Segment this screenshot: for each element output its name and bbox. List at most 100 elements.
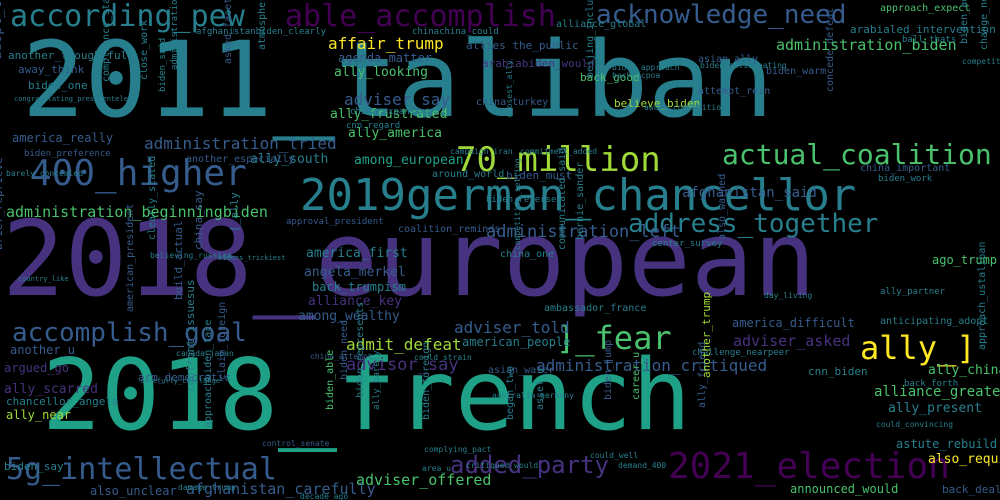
word: alliance_key [308,294,402,309]
word: day_living [764,291,813,300]
word: damage_trump [178,483,236,492]
word: control_senate [262,439,330,448]
word: back_forth [904,379,959,389]
word: center_survey [652,239,723,249]
word: ally_america [348,126,442,141]
word: change_need [979,0,990,50]
word: also_warned [717,173,728,240]
word: ambassador_france [544,303,647,314]
word: biden_foreign [421,341,432,420]
word: alliance_global [556,19,647,30]
word: actual_coalition [722,138,992,171]
word: biden_must [506,169,573,182]
word: biden_warm [766,66,827,77]
word: accomplish_goal [12,318,247,348]
word: chinachina_could [412,27,499,37]
word: ally_barely [372,350,382,410]
word: adopt_traditional [0,0,5,60]
word: concede_defeat [825,7,836,92]
word: bernie_sander [575,161,586,240]
word: ally_looking [334,65,428,80]
word: adviser_asked [733,332,851,350]
word: adviser_told [454,318,570,337]
word: china_important [860,163,951,174]
word: brief_reprieve [0,157,5,250]
word: american_people [462,335,571,349]
word: able_accomplish [285,0,556,34]
word: carefully_challenge [140,377,221,385]
word: away_think [18,63,85,76]
word: afghanistanbiden_clearly [196,27,327,37]
word: ally_present [888,401,982,416]
word: began_two [505,365,516,420]
word: could_well [590,451,639,460]
word: biden_able [325,349,336,410]
word: believing_russian [150,251,232,260]
word: australia_germany [492,391,574,400]
word: adviser_offered [356,471,492,489]
word: also_unclear [90,484,177,498]
word: another_trump [700,291,713,378]
word: campaign_iran [450,147,513,156]
word: atmosphere_alliance [257,0,268,50]
word: 70_million [456,140,661,180]
word: allies the_public [466,39,579,52]
word: administration_beginningbiden [6,203,268,221]
word: afghanistan_said [682,185,817,201]
word: attempt_rein [698,86,771,97]
word: coalition_reminds [398,224,501,235]
word: approachbiden_face [203,319,214,428]
word: beijing_including [585,0,596,78]
word: address_together [628,209,879,239]
word: country_like [18,275,69,283]
word: communicated_said [557,147,568,250]
word: [_ally [228,192,241,232]
word: added_party [450,451,609,479]
word: competitor_china [962,57,1000,66]
word: arabiabiden_would [482,57,595,70]
word: biden_work [878,174,933,184]
word: ally_near [6,408,72,422]
word: biden_need [339,319,350,380]
word: 400_higher [30,153,247,194]
word: around_world [432,169,505,180]
word: approval_president [286,217,384,227]
word: competition_setting [513,158,522,250]
word: china_turkey [476,97,549,108]
word: arabialed_intervention [850,23,996,36]
word: ago_trump [932,253,998,267]
word: aware_competition [644,103,726,112]
word: 2021_election [668,446,950,487]
word: back_jcpoa [612,71,661,80]
word: area_u [422,464,451,473]
word: approach_expect [880,3,971,14]
word: administration_biden [776,36,957,54]
word: back_good [580,71,640,84]
word: another_especially [186,154,295,165]
word: admit_defeat [346,335,462,354]
word: asian_ally [698,54,759,65]
word: among_wealthy [298,309,400,324]
word: china_attempt [310,352,373,361]
word: ally_frustrated [330,107,448,122]
word: affair_trump [328,34,444,53]
word: decade_ago [300,492,349,500]
word: america_really [12,131,114,145]
word: biden_approach [612,63,680,72]
word: closest_ally [505,60,514,118]
word: ally_scarred [4,382,98,397]
word: another_thoughtful [8,49,128,62]
word: announced_would [790,482,899,496]
word: china_expansion [350,107,432,117]
word: biden_represents [355,301,366,398]
word: adviser_say [344,90,450,109]
word: another_u [10,343,76,357]
word: cnn_biden [808,365,868,378]
word: could_convincing [876,420,954,429]
word: 2018_european [2,198,816,320]
word: american_president [125,203,136,312]
word: america_difficult [732,316,855,330]
word: administration_critiqued [536,356,768,375]
word: complying_pact [424,445,492,454]
